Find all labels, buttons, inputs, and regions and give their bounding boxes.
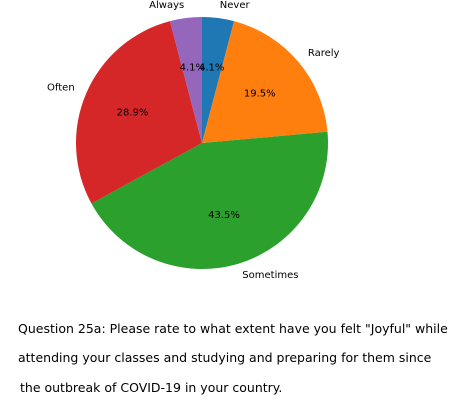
pie-category-label-rarely: Rarely (308, 48, 340, 59)
pie-percent-label-rarely: 19.5% (244, 89, 276, 100)
pie-chart: 4.1% Never 19.5% Rarely 43.5% Sometimes 28.9% O… (47, 0, 340, 281)
pie-percent-label-sometimes: 43.5% (208, 210, 240, 221)
pie-chart-svg: 4.1% Never 19.5% Rarely 43.5% Sometimes 28.9% O… (47, 0, 340, 281)
pie-category-label-always: Always (149, 0, 184, 11)
caption-line-2: attending your classes and studying and … (18, 350, 432, 365)
pie-slice-never (202, 17, 235, 143)
pie-slice-often (76, 21, 202, 204)
pie-slice-always (169, 17, 202, 143)
pie-slice-sometimes (91, 131, 329, 270)
pie-category-label-never: Never (220, 0, 251, 11)
pie-category-label-often: Often (47, 83, 75, 94)
pie-percent-label-always: 4.1% (180, 63, 205, 74)
pie-percent-label-never: 4.1% (199, 63, 224, 74)
pie-slices (76, 17, 329, 270)
caption-line-3: the outbreak of COVID-19 in your country… (20, 380, 283, 395)
pie-slice-rarely (202, 21, 328, 143)
pie-labels: 4.1% Never 19.5% Rarely 43.5% Sometimes 28.9% O… (47, 0, 340, 281)
pie-category-label-sometimes: Sometimes (242, 270, 298, 281)
pie-percent-label-often: 28.9% (117, 108, 149, 119)
caption-line-1: Question 25a: Please rate to what extent… (18, 321, 448, 336)
